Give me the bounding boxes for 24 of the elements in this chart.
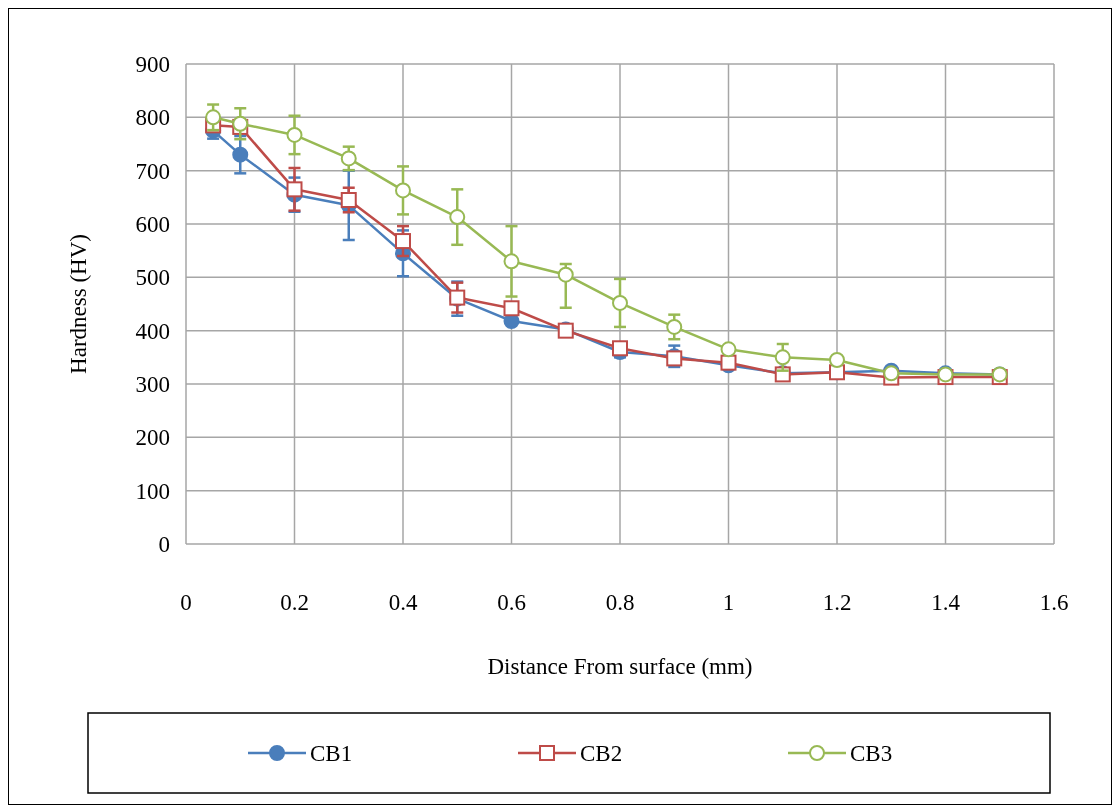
legend-label: CB1: [310, 741, 353, 766]
y-tick-label: 500: [135, 265, 170, 291]
x-tick-label: 0.4: [388, 590, 418, 615]
x-tick-label: 0.6: [497, 590, 526, 615]
y-axis-title: Hardness (HV): [66, 234, 91, 374]
x-tick-label: 1: [722, 590, 735, 615]
x-tick-label: 1.4: [931, 590, 961, 615]
y-tick-label: 100: [135, 478, 170, 504]
legend-label: CB2: [580, 741, 623, 766]
x-tick-label: 1.6: [1039, 590, 1069, 615]
y-tick-label: 0: [158, 532, 170, 557]
y-tick-label: 600: [135, 212, 170, 237]
y-tick-label: 900: [135, 52, 170, 77]
y-tick-label: 800: [135, 105, 170, 131]
y-tick-label: 300: [135, 372, 170, 397]
y-tick-label: 700: [135, 158, 170, 184]
y-tick-label: 400: [135, 318, 170, 344]
x-tick-label: 1.2: [822, 590, 852, 615]
x-tick-label: 0.2: [280, 590, 309, 615]
legend-label: CB3: [850, 741, 893, 766]
x-tick-label: 0.8: [605, 590, 635, 615]
x-tick-label: 0: [180, 590, 192, 615]
x-axis-title: Distance From surface (mm): [487, 654, 753, 679]
y-tick-label: 200: [135, 425, 170, 451]
